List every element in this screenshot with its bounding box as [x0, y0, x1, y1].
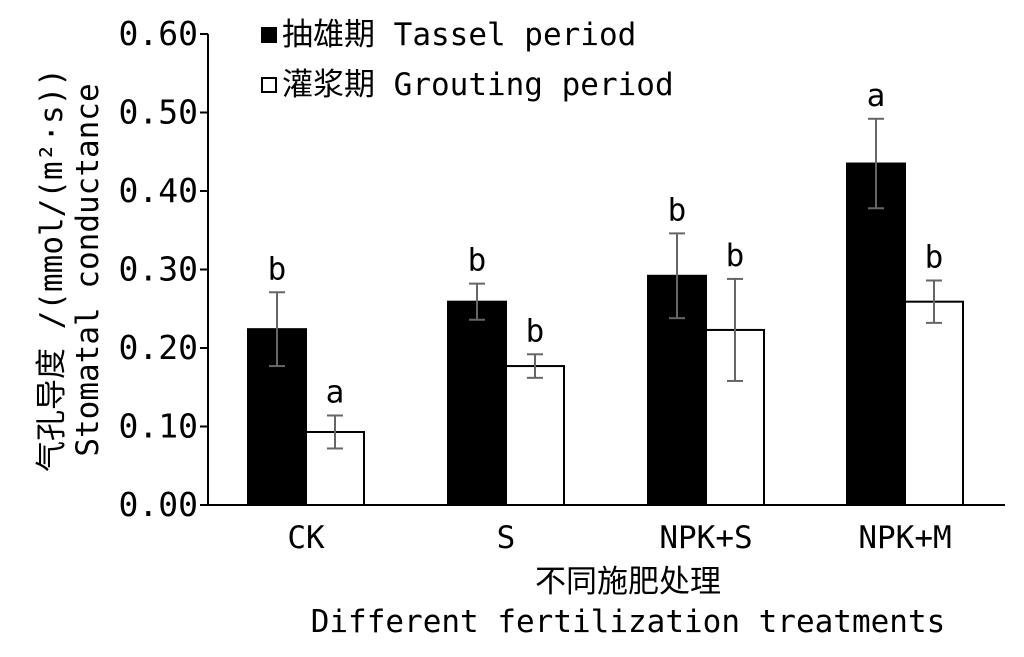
significance-letter: a	[867, 78, 886, 114]
y-tick-label: 0.00	[119, 485, 198, 524]
y-tick-label: 0.20	[119, 328, 198, 367]
x-tick-label: NPK+S	[659, 520, 752, 556]
legend-swatch	[261, 27, 277, 43]
y-tick-label: 0.10	[119, 407, 198, 446]
y-tick-label: 0.60	[119, 14, 198, 53]
y-tick-label: 0.40	[119, 171, 198, 210]
axes: 0.00 0.10 0.20 0.30 0.40 0.50 0.60	[119, 14, 1005, 524]
x-tick-label: NPK+M	[858, 520, 951, 556]
bar-npk-m-series-2	[904, 300, 964, 506]
x-tick-label: CK	[287, 520, 325, 556]
y-axis-label-cn: 气孔导度 /(mmol/(m²·s))	[34, 68, 70, 472]
significance-letter: b	[526, 313, 545, 349]
legend-label: 抽雄期 Tassel period	[282, 17, 636, 53]
bar-s-series-1	[447, 300, 507, 506]
bars: b a CK b b Sb b NPK+S a b NPK+M	[247, 78, 964, 556]
significance-letter: b	[925, 239, 944, 275]
significance-letter: a	[326, 375, 345, 411]
y-tick-label: 0.30	[119, 250, 198, 289]
legend-swatch	[261, 77, 277, 93]
significance-letter: b	[268, 251, 287, 287]
x-tick-label: S	[497, 520, 516, 556]
bar-npk-m-series-1	[846, 162, 906, 506]
x-axis-label-cn: 不同施肥处理	[535, 564, 721, 600]
y-tick-label: 0.50	[119, 93, 198, 132]
legend-label: 灌浆期 Grouting period	[282, 67, 674, 103]
legend: 抽雄期 Tassel period 灌浆期 Grouting period	[261, 17, 674, 103]
significance-letter: b	[668, 192, 687, 228]
bar-s-series-2	[505, 365, 565, 506]
x-axis-label-en: Different fertilization treatments	[311, 604, 946, 640]
significance-letter: b	[726, 238, 745, 274]
y-axis-label-en: Stomatal conductance	[70, 83, 106, 456]
significance-letter: b	[468, 243, 487, 279]
bar-ck-series-2	[305, 430, 365, 506]
